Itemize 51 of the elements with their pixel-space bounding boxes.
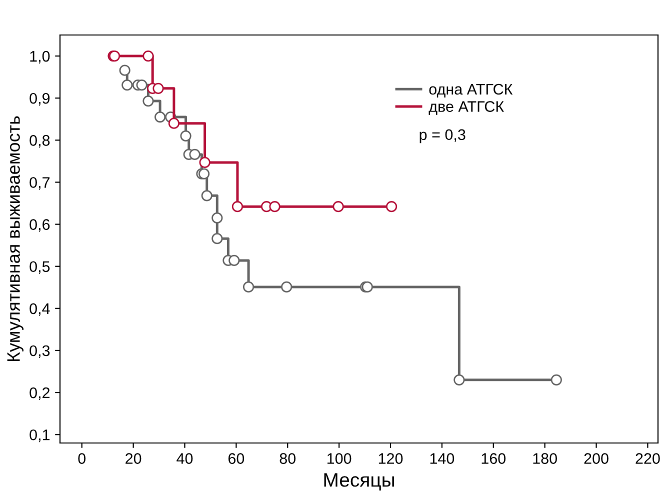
point [199,156,210,168]
annotation: p = 0,3 [420,129,466,144]
x-tick-label: 80 [280,453,296,464]
x-tick-label: 0 [78,453,86,464]
y-tick-label: 0,3 [30,345,50,358]
point [212,233,223,244]
point [122,80,133,91]
point [154,111,166,123]
point [242,281,254,293]
x-tick-label: 100 [327,453,352,464]
y-tick-label: 0,8 [30,135,50,148]
point [189,148,200,160]
point [119,64,130,76]
point [550,374,562,386]
x-tick-label: 220 [636,453,660,464]
point [136,80,148,91]
y-tick-label: 0,1 [30,429,50,442]
x-tick-label: 120 [378,453,403,464]
x-tick-label: 200 [584,453,608,464]
y-tick-label: 0,6 [30,219,50,232]
point [142,50,154,62]
x-axis-title: Месяцы [324,473,394,490]
point [281,281,292,293]
legend-label: одна АТГСК [429,84,513,98]
x-tick-label: 60 [228,453,244,464]
point [454,374,465,386]
point [269,201,280,212]
y-tick-label: 0,4 [30,303,50,316]
point [180,130,192,142]
point [152,82,164,94]
point [142,95,154,107]
point [228,254,240,266]
x-tick-label: 20 [126,453,142,464]
point [232,201,244,212]
x-tick-label: 40 [176,453,193,464]
x-tick-label: 180 [533,453,557,464]
y-tick-label: 0,9 [30,92,50,106]
point [332,201,344,212]
point [201,190,212,202]
point [198,168,210,180]
point [386,201,398,212]
y-axis-title: Кумулятивная выживаемость [7,116,24,362]
y-tick-label: 1,0 [30,50,50,64]
x-tick-label: 160 [482,453,506,464]
x-tick-label: 140 [430,453,454,464]
point [212,212,223,224]
y-tick-label: 0,7 [30,177,50,190]
legend-label: две АТГСК [428,101,504,115]
y-tick-label: 0,2 [30,387,50,400]
point [168,118,180,129]
y-tick-label: 0,5 [30,261,50,274]
